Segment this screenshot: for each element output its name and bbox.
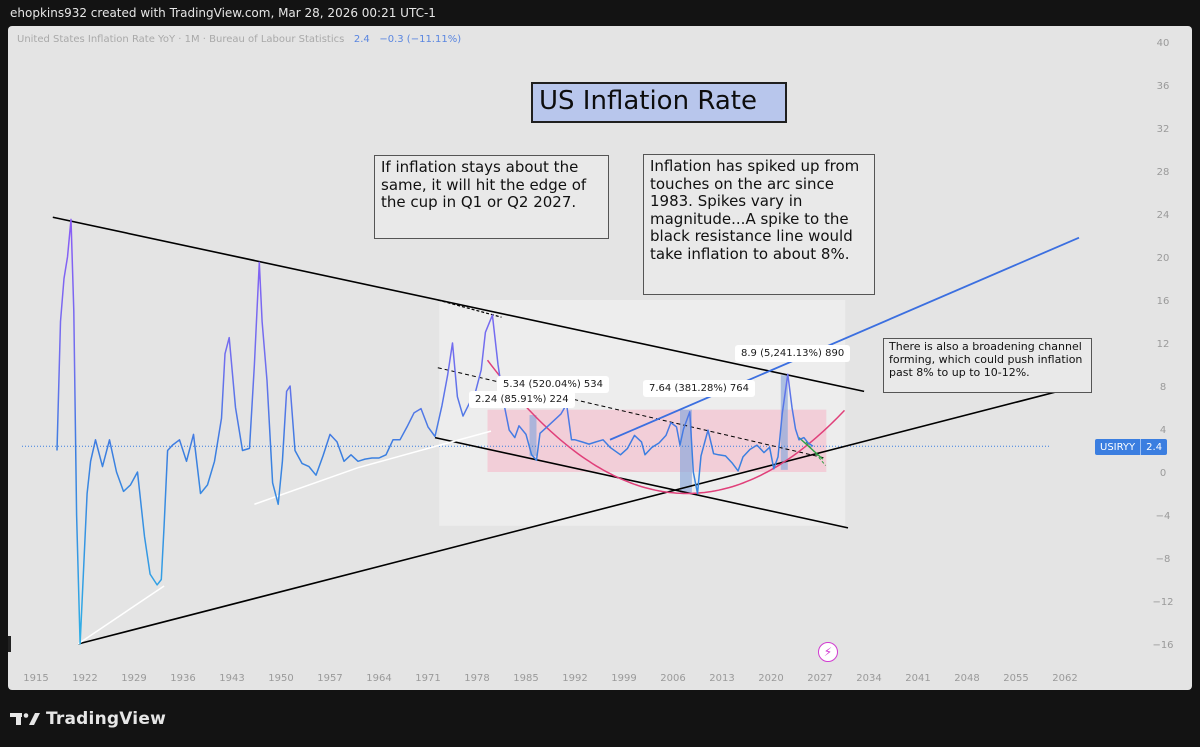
series-legend: United States Inflation Rate YoY · 1M · …	[17, 34, 461, 45]
y-tick-label: 4	[1160, 425, 1166, 436]
support-line-2	[254, 466, 359, 505]
y-tick-label: 36	[1157, 81, 1170, 92]
note-cup-text: If inflation stays about the same, it wi…	[381, 158, 587, 212]
y-tick-label: 24	[1157, 210, 1170, 221]
attribution-text: ehopkins932 created with TradingView.com…	[10, 6, 436, 20]
measure-bar-2	[680, 409, 692, 493]
y-tick-label: −8	[1156, 554, 1171, 565]
lightning-icon[interactable]: ⚡	[818, 642, 838, 662]
measure-label-3: 7.64 (381.28%) 764	[643, 380, 756, 397]
legend-change: −0.3 (−11.11%)	[379, 34, 462, 45]
y-tick-label: −4	[1156, 511, 1171, 522]
tradingview-logo-icon	[10, 713, 40, 725]
x-tick-label: 1985	[513, 673, 538, 684]
measure-label-2: 5.34 (520.04%) 534	[497, 376, 610, 393]
legend-last-value: 2.4	[353, 34, 370, 45]
x-tick-label: 1936	[170, 673, 195, 684]
rising-support-line	[77, 385, 1080, 645]
x-tick-label: 1971	[415, 673, 440, 684]
x-tick-label: 1950	[268, 673, 293, 684]
x-tick-label: 2055	[1003, 673, 1028, 684]
legend-series-title: United States Inflation Rate YoY · 1M · …	[17, 34, 345, 45]
x-tick-label: 2013	[709, 673, 734, 684]
bottom-bar	[0, 690, 1200, 747]
projection-arrow-green-2	[805, 441, 826, 466]
y-tick-label: −12	[1152, 597, 1173, 608]
falling-support-line	[434, 436, 849, 529]
x-tick-label: 2020	[758, 673, 783, 684]
y-tick-label: −16	[1152, 640, 1173, 651]
ticker-value: 2.4	[1146, 441, 1163, 453]
x-tick-label: 1999	[611, 673, 636, 684]
measure-label-4: 8.9 (5,241.13%) 890	[735, 345, 851, 362]
chart-title: US Inflation Rate	[531, 82, 787, 123]
x-tick-label: 1992	[562, 673, 587, 684]
x-tick-label: 2027	[807, 673, 832, 684]
y-tick-label: 8	[1160, 382, 1166, 393]
y-tick-label: 32	[1157, 124, 1170, 135]
x-tick-label: 2034	[856, 673, 881, 684]
note-cup: If inflation stays about the same, it wi…	[374, 155, 609, 239]
note-channel-text: There is also a broadening channel formi…	[889, 340, 1083, 379]
support-line-1	[77, 585, 165, 645]
y-tick-label: 12	[1157, 339, 1170, 350]
x-tick-label: 1915	[23, 673, 48, 684]
x-tick-label: 2041	[905, 673, 930, 684]
tradingview-logo[interactable]: TradingView	[10, 709, 166, 729]
broadening-channel-line	[609, 236, 1080, 441]
y-tick-label: 20	[1157, 253, 1170, 264]
measure-bar-1	[529, 415, 537, 456]
note-arc-text: Inflation has spiked up from touches on …	[650, 157, 860, 263]
y-tick-label: 0	[1160, 468, 1166, 479]
resistance-line-short	[437, 299, 502, 318]
tradingview-brand: TradingView	[46, 709, 166, 729]
x-tick-label: 2062	[1052, 673, 1077, 684]
x-tick-label: 2006	[660, 673, 685, 684]
last-value-tag[interactable]: USIRYY 2.4	[1095, 439, 1168, 455]
x-tick-label: 1964	[366, 673, 391, 684]
x-tick-label: 1922	[72, 673, 97, 684]
measure-label-1: 2.24 (85.91%) 224	[469, 391, 575, 408]
inflation-series-line	[56, 218, 814, 645]
y-tick-label: 16	[1157, 296, 1170, 307]
x-tick-label: 1943	[219, 673, 244, 684]
pivot-marker	[8, 636, 11, 652]
note-arc: Inflation has spiked up from touches on …	[643, 154, 875, 295]
ticker-symbol: USIRYY	[1100, 441, 1136, 453]
top-bar: ehopkins932 created with TradingView.com…	[0, 0, 1200, 26]
measure-bar-3	[780, 375, 788, 470]
x-tick-label: 2048	[954, 673, 979, 684]
support-line-4	[427, 430, 492, 450]
projection-arrow-green	[798, 437, 824, 460]
y-tick-label: 40	[1157, 38, 1170, 49]
resistance-line	[52, 216, 865, 393]
ticker-separator	[1140, 439, 1142, 455]
y-tick-label: 28	[1157, 167, 1170, 178]
x-tick-label: 1929	[121, 673, 146, 684]
x-tick-label: 1957	[317, 673, 342, 684]
x-tick-label: 1978	[464, 673, 489, 684]
support-line-3	[357, 447, 429, 469]
note-channel: There is also a broadening channel formi…	[883, 338, 1092, 393]
